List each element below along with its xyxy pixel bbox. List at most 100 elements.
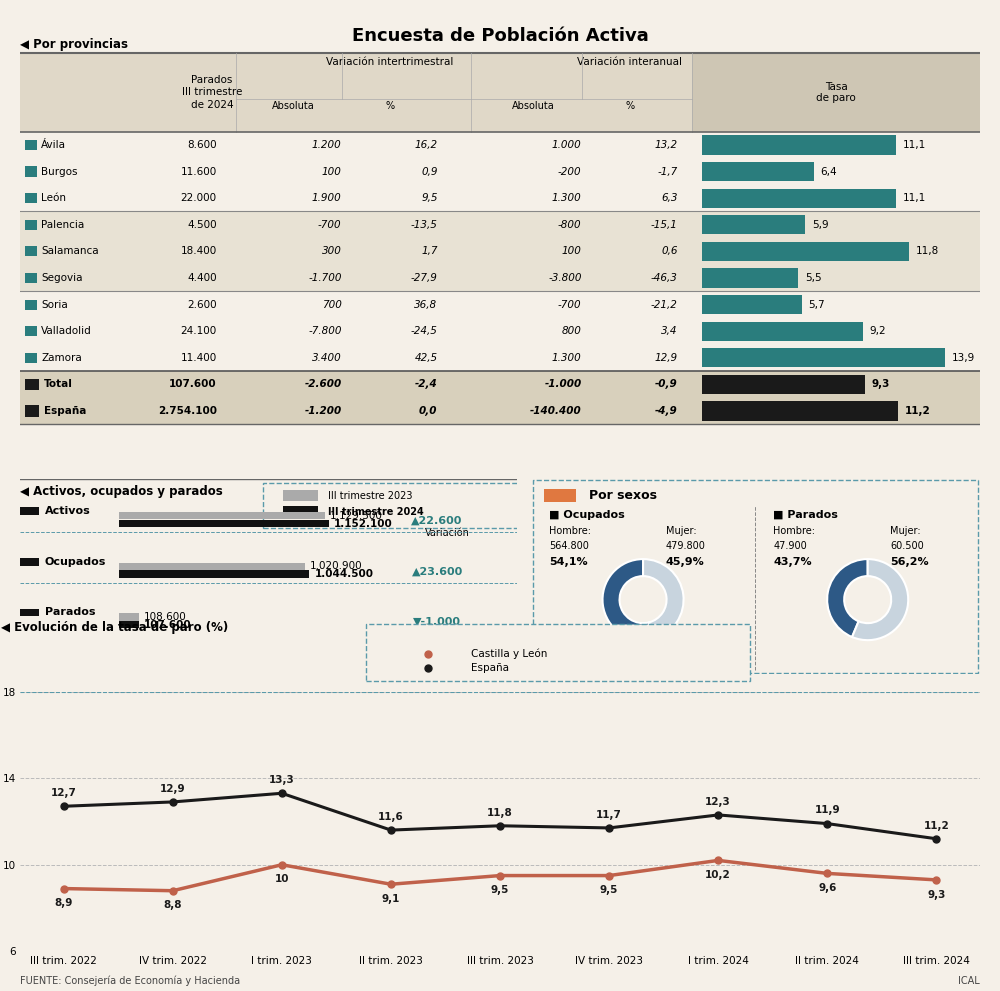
FancyBboxPatch shape — [20, 507, 39, 515]
Text: 12,9: 12,9 — [160, 784, 186, 794]
FancyBboxPatch shape — [25, 247, 37, 257]
FancyBboxPatch shape — [25, 379, 39, 390]
Text: 107.600: 107.600 — [169, 380, 217, 389]
FancyBboxPatch shape — [25, 193, 37, 203]
Text: 9,1: 9,1 — [382, 894, 400, 904]
FancyBboxPatch shape — [119, 571, 309, 578]
FancyBboxPatch shape — [20, 318, 980, 345]
Text: Parados
III trimestre
de 2024: Parados III trimestre de 2024 — [182, 75, 242, 110]
Text: 11,1: 11,1 — [903, 140, 926, 150]
FancyBboxPatch shape — [692, 54, 980, 132]
FancyBboxPatch shape — [20, 185, 980, 211]
Text: -7.800: -7.800 — [308, 326, 342, 336]
Text: 700: 700 — [322, 299, 342, 309]
Text: 56,2%: 56,2% — [890, 557, 929, 567]
Text: 1.044.500: 1.044.500 — [314, 569, 373, 580]
Text: Hombre:: Hombre: — [549, 525, 591, 535]
Text: 9,6: 9,6 — [818, 883, 836, 893]
Text: 12,3: 12,3 — [705, 797, 731, 807]
Text: 2.754.100: 2.754.100 — [158, 406, 217, 416]
Text: 9,5: 9,5 — [491, 885, 509, 895]
FancyBboxPatch shape — [20, 54, 692, 132]
FancyBboxPatch shape — [25, 405, 39, 416]
Text: 1.300: 1.300 — [552, 193, 582, 203]
FancyBboxPatch shape — [25, 166, 37, 176]
Text: ◀ Evolución de la tasa de paro (%): ◀ Evolución de la tasa de paro (%) — [1, 621, 228, 634]
Text: 5,5: 5,5 — [805, 273, 821, 283]
Text: -140.400: -140.400 — [530, 406, 582, 416]
Text: 13,3: 13,3 — [269, 775, 295, 785]
Text: 11,1: 11,1 — [903, 193, 926, 203]
Text: Absoluta: Absoluta — [512, 101, 555, 111]
Text: 1.300: 1.300 — [552, 353, 582, 363]
Text: Tasa
de paro: Tasa de paro — [816, 81, 856, 103]
Text: 11,6: 11,6 — [378, 812, 404, 822]
Text: 5,7: 5,7 — [808, 299, 825, 309]
FancyBboxPatch shape — [25, 273, 37, 283]
FancyBboxPatch shape — [119, 621, 139, 628]
Point — [576, 48, 588, 59]
Text: ■ Ocupados: ■ Ocupados — [549, 510, 624, 520]
Text: 36,8: 36,8 — [414, 299, 438, 309]
Text: ◀ Activos, ocupados y parados: ◀ Activos, ocupados y parados — [20, 485, 223, 497]
Text: 8,9: 8,9 — [54, 898, 73, 909]
Text: 13,2: 13,2 — [654, 140, 678, 150]
FancyBboxPatch shape — [283, 491, 318, 501]
Text: León: León — [41, 193, 66, 203]
Text: Palencia: Palencia — [41, 220, 84, 230]
Text: -0,9: -0,9 — [655, 380, 678, 389]
FancyBboxPatch shape — [119, 613, 139, 620]
Text: 10: 10 — [275, 874, 289, 885]
Text: %: % — [625, 101, 634, 111]
FancyBboxPatch shape — [533, 480, 978, 673]
Text: ▲23.600: ▲23.600 — [411, 567, 463, 577]
Text: 1.200: 1.200 — [312, 140, 342, 150]
Text: 6,4: 6,4 — [821, 166, 837, 176]
FancyBboxPatch shape — [25, 140, 37, 150]
FancyBboxPatch shape — [20, 558, 39, 566]
Text: 0,6: 0,6 — [661, 247, 678, 257]
Text: -1.700: -1.700 — [308, 273, 342, 283]
Text: 9,5: 9,5 — [600, 885, 618, 895]
FancyBboxPatch shape — [702, 188, 896, 208]
Text: 13,9: 13,9 — [952, 353, 975, 363]
Text: 8.600: 8.600 — [187, 140, 217, 150]
Text: 43,7%: 43,7% — [773, 557, 812, 567]
Text: 5,9: 5,9 — [812, 220, 828, 230]
FancyBboxPatch shape — [702, 322, 863, 341]
FancyBboxPatch shape — [25, 299, 37, 309]
FancyBboxPatch shape — [702, 242, 909, 261]
Point — [230, 93, 242, 105]
Text: -13,5: -13,5 — [411, 220, 438, 230]
Point — [465, 48, 477, 59]
Text: -1.200: -1.200 — [304, 406, 342, 416]
Text: 11.600: 11.600 — [181, 166, 217, 176]
FancyBboxPatch shape — [25, 220, 37, 230]
Text: Ocupados: Ocupados — [45, 557, 106, 567]
Text: 9,2: 9,2 — [870, 326, 886, 336]
Text: 300: 300 — [322, 247, 342, 257]
FancyBboxPatch shape — [20, 371, 980, 397]
FancyBboxPatch shape — [702, 348, 945, 368]
Text: 11,9: 11,9 — [814, 806, 840, 816]
Text: Variación interanual: Variación interanual — [577, 57, 682, 67]
Wedge shape — [852, 559, 908, 640]
Text: 11.400: 11.400 — [181, 353, 217, 363]
Text: -800: -800 — [558, 220, 582, 230]
Wedge shape — [643, 559, 684, 639]
Text: -3.800: -3.800 — [548, 273, 582, 283]
Text: Zamora: Zamora — [41, 353, 82, 363]
FancyBboxPatch shape — [20, 397, 980, 424]
Text: 1.129.500: 1.129.500 — [330, 510, 383, 521]
FancyBboxPatch shape — [20, 291, 980, 318]
Text: 1.900: 1.900 — [312, 193, 342, 203]
Text: 9,5: 9,5 — [421, 193, 438, 203]
FancyBboxPatch shape — [20, 265, 980, 291]
FancyBboxPatch shape — [702, 295, 802, 314]
FancyBboxPatch shape — [702, 215, 805, 234]
Text: 12,9: 12,9 — [654, 353, 678, 363]
Text: 107.600: 107.600 — [144, 620, 191, 630]
Text: 9,3: 9,3 — [927, 890, 946, 900]
Text: -700: -700 — [558, 299, 582, 309]
Text: -1.000: -1.000 — [544, 380, 582, 389]
